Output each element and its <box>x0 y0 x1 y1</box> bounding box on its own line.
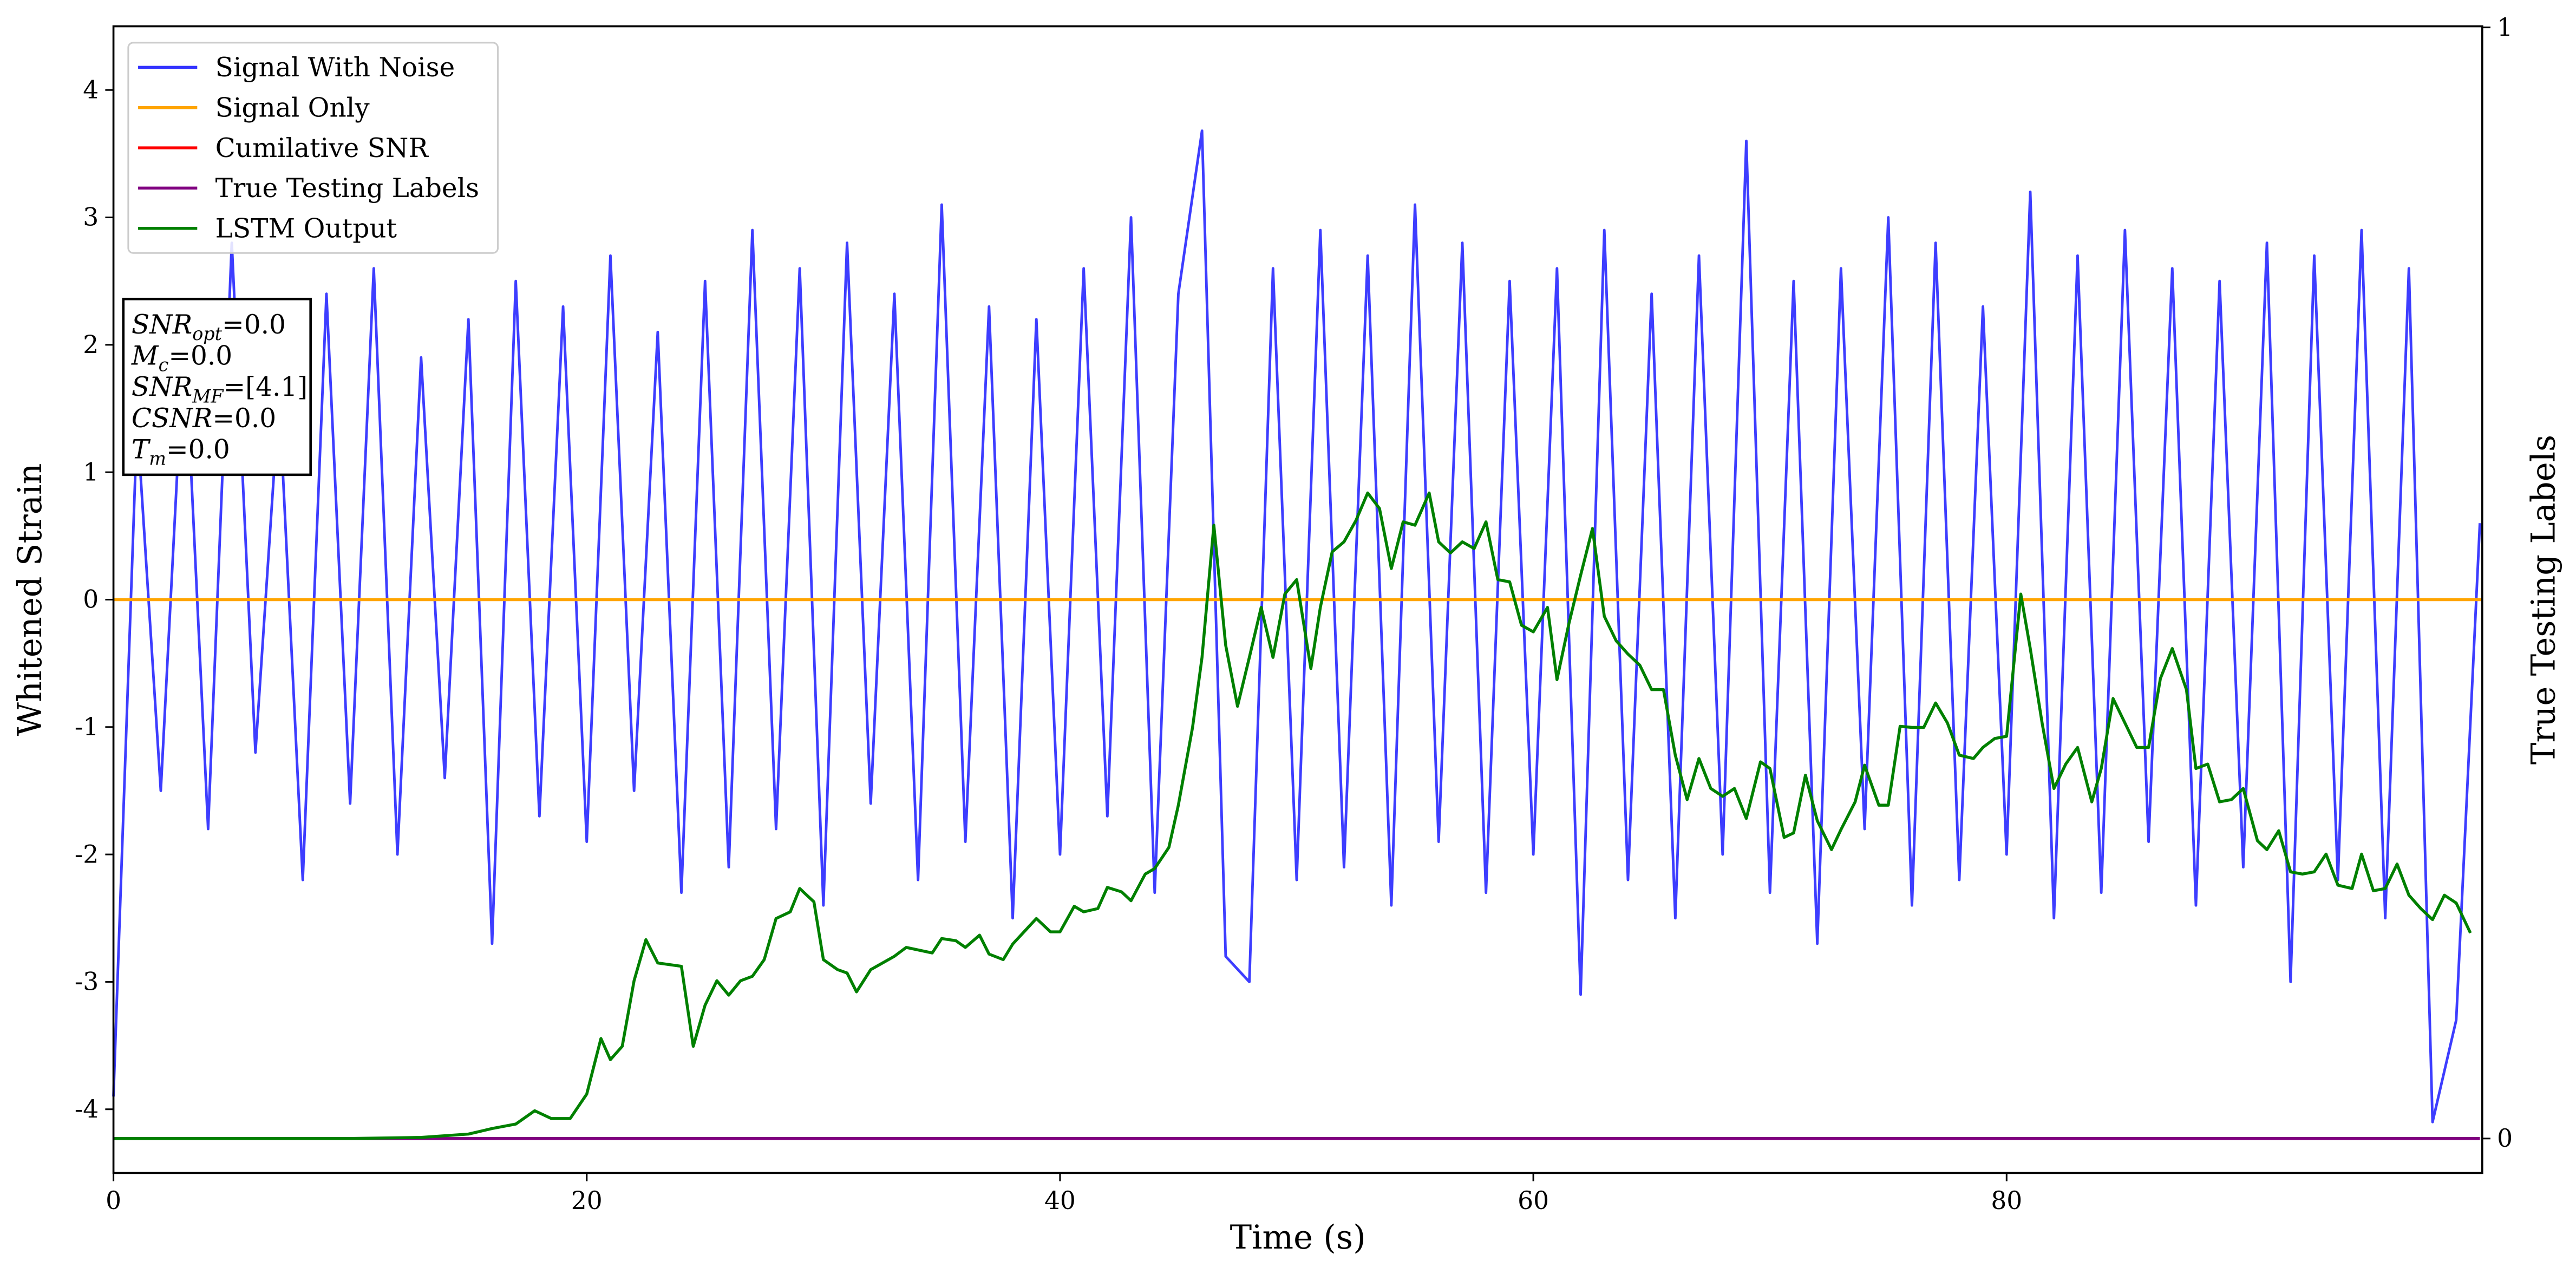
legend-label: True Testing Labels <box>215 173 479 204</box>
annotation-value: =0.0 <box>166 435 230 465</box>
x-tick-label: 80 <box>1991 1186 2022 1215</box>
x-axis-label: Time (s) <box>1230 1219 1366 1257</box>
annotation-line: CSNR=0.0 <box>132 403 276 434</box>
annotation-subscript: opt <box>192 323 222 344</box>
legend: Signal With Noise Signal Only Cumilative S… <box>127 42 499 254</box>
series-line <box>113 491 2472 1140</box>
annotation-line: Tm=0.0 <box>132 435 230 469</box>
legend-label: Cumilative SNR <box>215 133 429 164</box>
annotation-symbol: SNR <box>132 310 192 340</box>
x-tick-label: 20 <box>571 1186 603 1215</box>
y-tick-label: -4 <box>75 1095 99 1123</box>
y-tick-label: 0 <box>83 585 99 614</box>
annotation-frame <box>122 297 312 476</box>
x-tick-label: 0 <box>106 1186 121 1215</box>
y-tick-label: -3 <box>75 968 99 996</box>
legend-label: Signal With Noise <box>215 53 455 83</box>
series-line <box>112 129 2481 1123</box>
y-tick-label: 1 <box>83 458 99 486</box>
annotation-value: =0.0 <box>212 403 276 434</box>
y-axis-label: Whitened Strain <box>11 463 49 736</box>
y-tick-label: 4 <box>83 75 99 104</box>
y2-tick-label: 0 <box>2497 1124 2513 1153</box>
annotation-value: =0.0 <box>168 341 232 371</box>
annotation-box: SNRopt=0.0Mc=0.0SNRMF=[4.1]CSNR=0.0Tm=0.… <box>122 297 312 476</box>
annotation-value: =[4.1] <box>224 372 308 402</box>
x-tick-label: 60 <box>1518 1186 1549 1215</box>
annotation-subscript: m <box>149 448 166 469</box>
plot-area <box>112 129 2482 1140</box>
annotation-line: SNRMF=[4.1] <box>132 372 308 407</box>
annotation-line: Mc=0.0 <box>131 341 232 376</box>
y2-axis-label: True Testing Labels <box>2525 435 2562 765</box>
annotation-subscript: MF <box>192 386 224 407</box>
annotation-line: SNRopt=0.0 <box>132 310 286 344</box>
annotation-symbol: M <box>131 341 159 371</box>
y-tick-label: 3 <box>83 203 99 232</box>
annotation-subscript: c <box>159 355 169 376</box>
legend-box <box>127 42 499 254</box>
y-tick-label: -2 <box>75 840 99 868</box>
legend-label: LSTM Output <box>215 213 397 244</box>
y-tick-label: 2 <box>83 330 99 359</box>
annotation-symbol: CSNR <box>132 403 212 434</box>
annotation-symbol: SNR <box>132 372 192 402</box>
y2-tick-label: 1 <box>2497 13 2513 42</box>
y-tick-label: -1 <box>75 713 99 741</box>
annotation-value: =0.0 <box>222 310 286 340</box>
legend-label: Signal Only <box>215 93 370 123</box>
annotation-symbol: T <box>132 435 151 465</box>
x-tick-label: 40 <box>1044 1186 1076 1215</box>
